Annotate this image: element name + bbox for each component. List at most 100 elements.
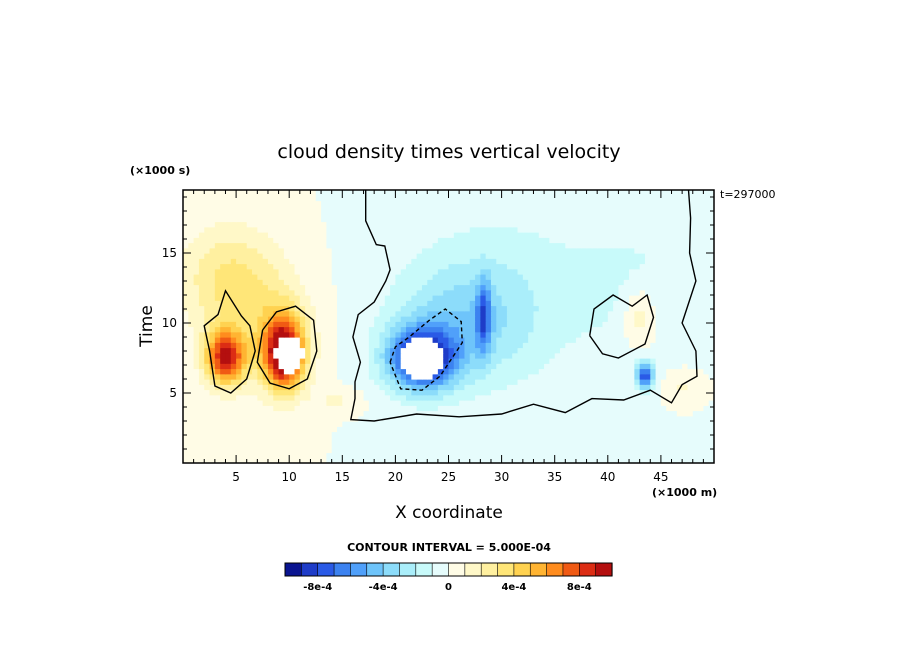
heatmap-cell: [236, 384, 243, 391]
heatmap-cell: [220, 310, 227, 317]
heatmap-cell: [406, 436, 412, 443]
heatmap-cell: [331, 242, 338, 249]
heatmap-cell: [443, 321, 450, 328]
heatmap-cell: [666, 221, 673, 228]
heatmap-cell: [321, 447, 327, 454]
heatmap-cell: [342, 268, 349, 275]
heatmap-cell: [294, 221, 301, 228]
heatmap-cell: [352, 405, 359, 412]
heatmap-cell: [400, 258, 407, 265]
heatmap-cell: [252, 368, 258, 375]
heatmap-cell: [390, 347, 396, 354]
heatmap-cell: [416, 258, 423, 265]
heatmap-cell: [607, 211, 614, 217]
heatmap-cell: [289, 326, 296, 333]
heatmap-cell: [692, 405, 699, 412]
heatmap-cell: [597, 457, 604, 463]
heatmap-cell: [490, 321, 497, 328]
heatmap-cell: [517, 415, 524, 422]
heatmap-cell: [252, 216, 258, 223]
heatmap-cell: [241, 426, 248, 433]
heatmap-cell: [607, 205, 614, 212]
heatmap-cell: [358, 321, 365, 328]
heatmap-cell: [411, 442, 418, 448]
heatmap-cell: [289, 431, 296, 438]
heatmap-cell: [644, 337, 651, 343]
heatmap-cell: [644, 211, 651, 217]
heatmap-cell: [512, 258, 519, 265]
heatmap-cell: [395, 247, 402, 254]
heatmap-cell: [575, 405, 582, 412]
heatmap-cell: [241, 400, 248, 406]
heatmap-cell: [406, 279, 412, 286]
heatmap-cell: [299, 316, 306, 322]
heatmap-cell: [666, 300, 673, 307]
heatmap-cell: [347, 205, 354, 212]
heatmap-cell: [517, 205, 524, 212]
heatmap-cell: [230, 421, 237, 427]
heatmap-cell: [241, 373, 248, 380]
heatmap-cell: [321, 363, 327, 370]
heatmap-cell: [267, 279, 274, 286]
heatmap-cell: [660, 247, 667, 254]
heatmap-cell: [299, 384, 306, 391]
heatmap-cell: [687, 247, 694, 254]
heatmap-cell: [193, 400, 200, 406]
heatmap-cell: [411, 279, 418, 286]
heatmap-cell: [560, 368, 566, 375]
heatmap-cell: [533, 331, 540, 338]
heatmap-cell: [400, 205, 407, 212]
heatmap-cell: [676, 274, 683, 280]
heatmap-cell: [639, 447, 646, 454]
heatmap-cell: [193, 415, 200, 422]
heatmap-cell: [703, 253, 710, 259]
heatmap-cell: [241, 310, 248, 317]
heatmap-cell: [384, 410, 391, 417]
heatmap-cell: [687, 289, 694, 296]
heatmap-cell: [565, 237, 572, 244]
heatmap-cell: [565, 258, 572, 265]
heatmap-cell: [591, 268, 598, 275]
heatmap-cell: [560, 326, 566, 333]
heatmap-cell: [278, 352, 285, 359]
heatmap-cell: [591, 331, 598, 338]
heatmap-cell: [692, 447, 699, 454]
heatmap-cell: [193, 363, 200, 370]
heatmap-cell: [283, 431, 290, 438]
heatmap-cell: [528, 410, 535, 417]
heatmap-cell: [427, 279, 434, 286]
heatmap-cell: [644, 247, 651, 254]
heatmap-cell: [368, 431, 375, 438]
heatmap-cell: [236, 205, 243, 212]
heatmap-cell: [188, 431, 195, 438]
heatmap-cell: [512, 337, 519, 343]
heatmap-cell: [257, 352, 264, 359]
heatmap-cell: [390, 300, 396, 307]
heatmap-cell: [570, 221, 577, 228]
heatmap-cell: [613, 247, 620, 254]
heatmap-cell: [273, 342, 280, 349]
heatmap-cell: [644, 316, 651, 322]
heatmap-cell: [204, 415, 211, 422]
heatmap-cell: [475, 368, 481, 375]
heatmap-cell: [347, 363, 354, 370]
heatmap-cell: [676, 253, 683, 259]
heatmap-cell: [618, 300, 625, 307]
heatmap-cell: [650, 258, 657, 265]
heatmap-cell: [230, 321, 237, 328]
heatmap-cell: [437, 400, 444, 406]
heatmap-cell: [581, 326, 588, 333]
heatmap-cell: [639, 284, 646, 291]
heatmap-cell: [352, 331, 359, 338]
heatmap-cell: [453, 431, 460, 438]
heatmap-cell: [575, 431, 582, 438]
heatmap-cell: [358, 400, 365, 406]
heatmap-cell: [692, 263, 699, 270]
heatmap-cell: [289, 347, 296, 354]
heatmap-cell: [198, 384, 205, 391]
heatmap-cell: [273, 316, 280, 322]
heatmap-cell: [252, 389, 258, 396]
heatmap-cell: [575, 253, 582, 259]
heatmap-cell: [416, 373, 423, 380]
heatmap-cell: [321, 400, 327, 406]
